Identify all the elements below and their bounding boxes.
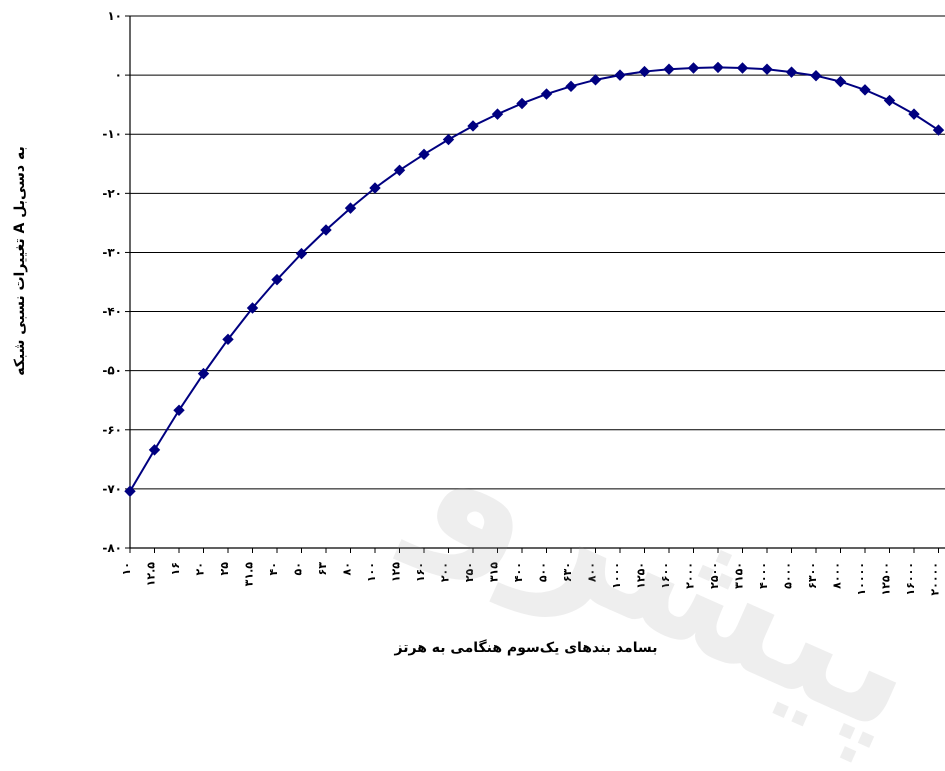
y-tick-label: -۶۰ bbox=[102, 423, 122, 437]
data-point bbox=[246, 302, 259, 314]
data-point bbox=[516, 97, 528, 110]
x-tick-label: ۱۲۵ bbox=[390, 562, 403, 582]
data-point bbox=[222, 333, 234, 346]
data-point bbox=[810, 69, 822, 82]
data-point bbox=[761, 63, 773, 75]
x-tick-label: ۸۰۰ bbox=[586, 562, 599, 582]
data-point bbox=[271, 273, 283, 286]
x-tick-label: ۱۰۰۰ bbox=[610, 562, 623, 589]
x-tick-label: ۳۱۵ bbox=[488, 562, 501, 582]
x-tick-label: ۴۰ bbox=[267, 562, 280, 575]
x-tick-label: ۱۶۰۰۰ bbox=[904, 562, 917, 596]
data-point bbox=[491, 108, 504, 120]
data-point bbox=[467, 120, 479, 132]
data-point bbox=[712, 61, 724, 74]
data-point bbox=[859, 84, 871, 96]
data-markers bbox=[124, 61, 945, 497]
data-point bbox=[663, 63, 675, 75]
y-tick-labels: ۱۰ ۰ -۱۰ -۲۰ -۳۰ -۴۰ -۵۰ -۶۰ -۷۰ -۸۰ bbox=[102, 9, 122, 555]
data-point bbox=[883, 94, 896, 107]
x-axis-title: بسامد بندهای یک‌سوم هنگامی به هرتز bbox=[394, 639, 658, 656]
y-axis-title: تغییرات نسبی شبکه A به دسی‌بل bbox=[12, 146, 28, 376]
y-tick-label: ۱۰ bbox=[107, 9, 122, 23]
data-point bbox=[369, 182, 381, 194]
x-tick-label: ۲۵۰ bbox=[463, 562, 476, 582]
y-tick-label: -۱۰ bbox=[102, 127, 122, 141]
data-point bbox=[736, 62, 749, 74]
data-point bbox=[614, 69, 626, 81]
x-tick-label: ۲۵ bbox=[218, 562, 231, 576]
x-tick-label: ۸۰ bbox=[341, 562, 354, 575]
y-tick-label: ۰ bbox=[115, 68, 122, 82]
x-tick-label: ۶۳۰۰ bbox=[806, 562, 819, 589]
line-chart: ۱۰۰-۱۰-۲۰-۳۰-۴۰-۵۰-۶۰-۷۰-۸۰ ۱۰ ۱۲.۵ ۱۶ ۲۰ ۲۵… bbox=[12, 9, 945, 656]
axes bbox=[125, 15, 945, 553]
x-tick-label: ۵۰۰۰ bbox=[782, 562, 795, 589]
x-tick-label: ۲۰۰۰ bbox=[684, 562, 697, 589]
y-tick-label: -۸۰ bbox=[102, 541, 122, 555]
data-point bbox=[344, 202, 357, 214]
y-tick-label: -۵۰ bbox=[102, 364, 122, 378]
series-polyline bbox=[129, 66, 940, 492]
data-point bbox=[932, 124, 945, 136]
x-tick-label: ۲۰ bbox=[194, 562, 207, 575]
x-tick-label: ۱۰۰ bbox=[365, 562, 378, 582]
x-tick-label: ۸۰۰۰ bbox=[831, 562, 844, 589]
x-tick-label: ۵۰ bbox=[292, 562, 305, 575]
data-point bbox=[687, 62, 700, 74]
data-point bbox=[565, 80, 577, 93]
x-tick-label: ۱۰۰۰۰ bbox=[855, 562, 868, 596]
y-tick-label: -۴۰ bbox=[102, 305, 122, 319]
data-point bbox=[589, 74, 602, 86]
x-tick-label: ۱۰ bbox=[120, 562, 133, 575]
x-tick-label: ۱۶ bbox=[169, 562, 182, 575]
x-tick-label: ۱۶۰۰ bbox=[659, 562, 672, 589]
x-tick-label: ۶۳۰ bbox=[561, 562, 574, 582]
data-point bbox=[148, 444, 161, 456]
x-tick-label: ۴۰۰۰ bbox=[757, 562, 770, 589]
x-tick-label: ۱۲.۵ bbox=[145, 562, 158, 587]
gridlines bbox=[130, 15, 945, 549]
data-point bbox=[908, 108, 920, 120]
data-point bbox=[173, 404, 185, 416]
x-tick-label: ۴۰۰ bbox=[512, 562, 525, 582]
chart-container: ۱۰ ۰ -۱۰ -۲۰ -۳۰ -۴۰ -۵۰ -۶۰ -۷۰ -۸۰ ۱۰ ۱۲.۵ ۱۶ ۲۰ ۲۵… bbox=[12, 9, 945, 771]
x-tick-label: ۲۰۰ bbox=[439, 562, 452, 582]
x-tick-label: ۳۱۵۰ bbox=[733, 562, 746, 589]
x-tick-labels: ۱۰ ۱۲.۵ ۱۶ ۲۰ ۲۵ ۳۱.۵ ۴۰ ۵۰ ۶۳ ۸۰ ۱۰۰ ۱۲۵ ۱۶۰ ۲۰۰ ۲۵۰ ۳… bbox=[120, 562, 942, 596]
x-tick-label: ۱۲۵۰ bbox=[635, 562, 648, 589]
x-tick-label: ۵۰۰ bbox=[537, 562, 550, 582]
y-tick-label: -۲۰ bbox=[102, 186, 122, 200]
data-point bbox=[197, 367, 210, 380]
data-point bbox=[295, 247, 308, 260]
x-tick-label: ۱۲۵۰۰ bbox=[880, 562, 893, 596]
y-tick-label: -۷۰ bbox=[102, 482, 122, 496]
data-point bbox=[124, 485, 136, 497]
data-point bbox=[540, 88, 553, 100]
y-tick-label: -۳۰ bbox=[102, 245, 122, 259]
x-tick-label: ۲۰۰۰۰ bbox=[929, 562, 942, 596]
data-point bbox=[418, 148, 430, 161]
series-line bbox=[129, 66, 940, 492]
data-point bbox=[442, 133, 455, 146]
data-point bbox=[320, 224, 332, 236]
x-tick-label: ۳۱.۵ bbox=[243, 562, 256, 587]
data-point bbox=[785, 66, 798, 78]
data-point bbox=[638, 65, 651, 78]
data-point bbox=[393, 164, 406, 176]
x-tick-label: ۶۳ bbox=[316, 562, 329, 576]
x-tick-label: ۲۵۰۰ bbox=[708, 562, 721, 589]
x-tick-label: ۱۶۰ bbox=[414, 562, 427, 582]
data-point bbox=[834, 75, 847, 88]
